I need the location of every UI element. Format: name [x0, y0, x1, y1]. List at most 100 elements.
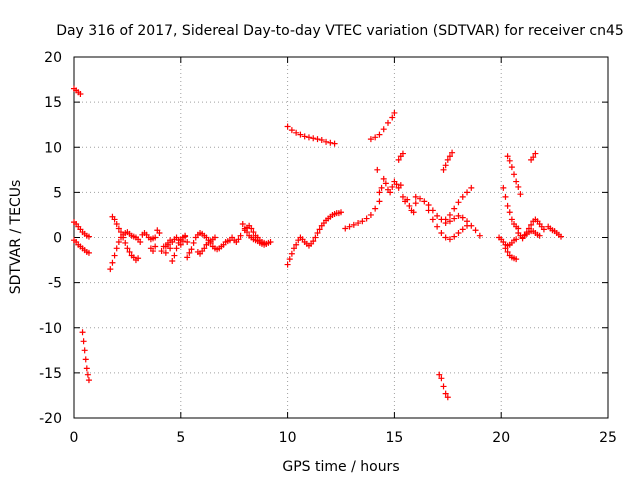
data-point — [530, 154, 537, 161]
data-point — [355, 220, 362, 227]
series-arc-4-5h-b — [162, 233, 189, 250]
series-arc-20-21h-b — [500, 184, 522, 232]
data-point — [468, 184, 475, 191]
data-point — [184, 239, 191, 246]
data-point — [446, 218, 453, 225]
data-point — [442, 234, 449, 241]
x-tick-label: 25 — [599, 430, 617, 446]
data-point — [175, 237, 182, 244]
series-arc-10-12h — [284, 209, 344, 268]
data-point — [511, 171, 518, 178]
data-point — [115, 225, 122, 232]
data-point — [305, 134, 312, 141]
data-point — [446, 236, 453, 243]
data-point — [515, 183, 522, 190]
data-point — [239, 220, 246, 227]
series-arc-5-7h — [184, 229, 233, 261]
x-tick-label: 5 — [176, 430, 185, 446]
data-point — [532, 150, 539, 157]
data-point — [291, 245, 298, 252]
data-point — [399, 150, 406, 157]
series-arc-17-18h-rise — [442, 184, 475, 223]
data-point — [126, 248, 133, 255]
data-point — [288, 250, 295, 257]
data-point — [314, 229, 321, 236]
data-point — [186, 249, 193, 256]
data-point — [451, 205, 458, 212]
data-point — [412, 193, 419, 200]
data-point — [115, 239, 122, 246]
data-point — [397, 182, 404, 189]
data-point — [188, 246, 195, 253]
data-point — [177, 241, 184, 248]
data-point — [359, 218, 366, 225]
data-points — [71, 85, 565, 401]
data-point — [158, 248, 165, 255]
data-point — [459, 193, 466, 200]
data-point — [310, 238, 317, 245]
data-point — [152, 243, 159, 250]
series-arc-17h-spike — [440, 149, 456, 173]
data-point — [314, 136, 321, 143]
x-tick-label: 15 — [385, 430, 403, 446]
data-point — [387, 189, 394, 196]
data-point — [404, 196, 411, 203]
y-tick-label: 5 — [53, 185, 62, 201]
series-arc-12-14h — [342, 198, 383, 232]
series-arc-20-21h-spike — [504, 153, 524, 198]
data-point — [111, 252, 118, 259]
data-point — [367, 211, 374, 218]
data-point — [558, 233, 565, 240]
data-point — [135, 236, 142, 243]
data-point — [513, 256, 520, 263]
data-point — [391, 109, 398, 116]
data-point — [184, 254, 191, 261]
data-point — [513, 178, 520, 185]
data-point — [84, 371, 91, 378]
data-point — [182, 233, 189, 240]
data-point — [451, 215, 458, 222]
series-arc-22-23h — [545, 223, 565, 240]
data-point — [502, 193, 509, 200]
data-point — [434, 223, 441, 230]
data-point — [376, 189, 383, 196]
data-point — [162, 249, 169, 256]
series-arc-5-7h-b — [194, 234, 218, 257]
data-point — [506, 157, 513, 164]
data-point — [528, 221, 535, 228]
data-point — [395, 156, 402, 163]
data-point — [211, 234, 218, 241]
data-point — [421, 198, 428, 205]
data-point — [517, 191, 524, 198]
series-arc-14-16h — [374, 166, 419, 216]
data-point — [434, 212, 441, 219]
data-point — [440, 383, 447, 390]
data-point — [372, 134, 379, 141]
x-tick-label: 10 — [279, 430, 297, 446]
data-point — [301, 133, 308, 140]
data-point — [327, 139, 334, 146]
data-point — [440, 166, 447, 173]
data-point — [399, 193, 406, 200]
data-point — [374, 166, 381, 173]
data-point — [513, 236, 520, 243]
series-deep-17h — [436, 371, 451, 401]
data-point — [376, 198, 383, 205]
data-point — [85, 249, 92, 256]
data-point — [438, 375, 445, 382]
data-point — [455, 212, 462, 219]
data-point — [310, 135, 317, 142]
data-point — [293, 129, 300, 136]
data-point — [150, 248, 157, 255]
data-point — [464, 189, 471, 196]
data-point — [455, 229, 462, 236]
series-arc-20-21h — [496, 234, 520, 249]
data-point — [316, 226, 323, 233]
data-point — [438, 229, 445, 236]
data-point — [504, 248, 511, 255]
data-point — [444, 394, 451, 401]
data-point — [190, 239, 197, 246]
data-point — [464, 222, 471, 229]
data-point — [417, 195, 424, 202]
